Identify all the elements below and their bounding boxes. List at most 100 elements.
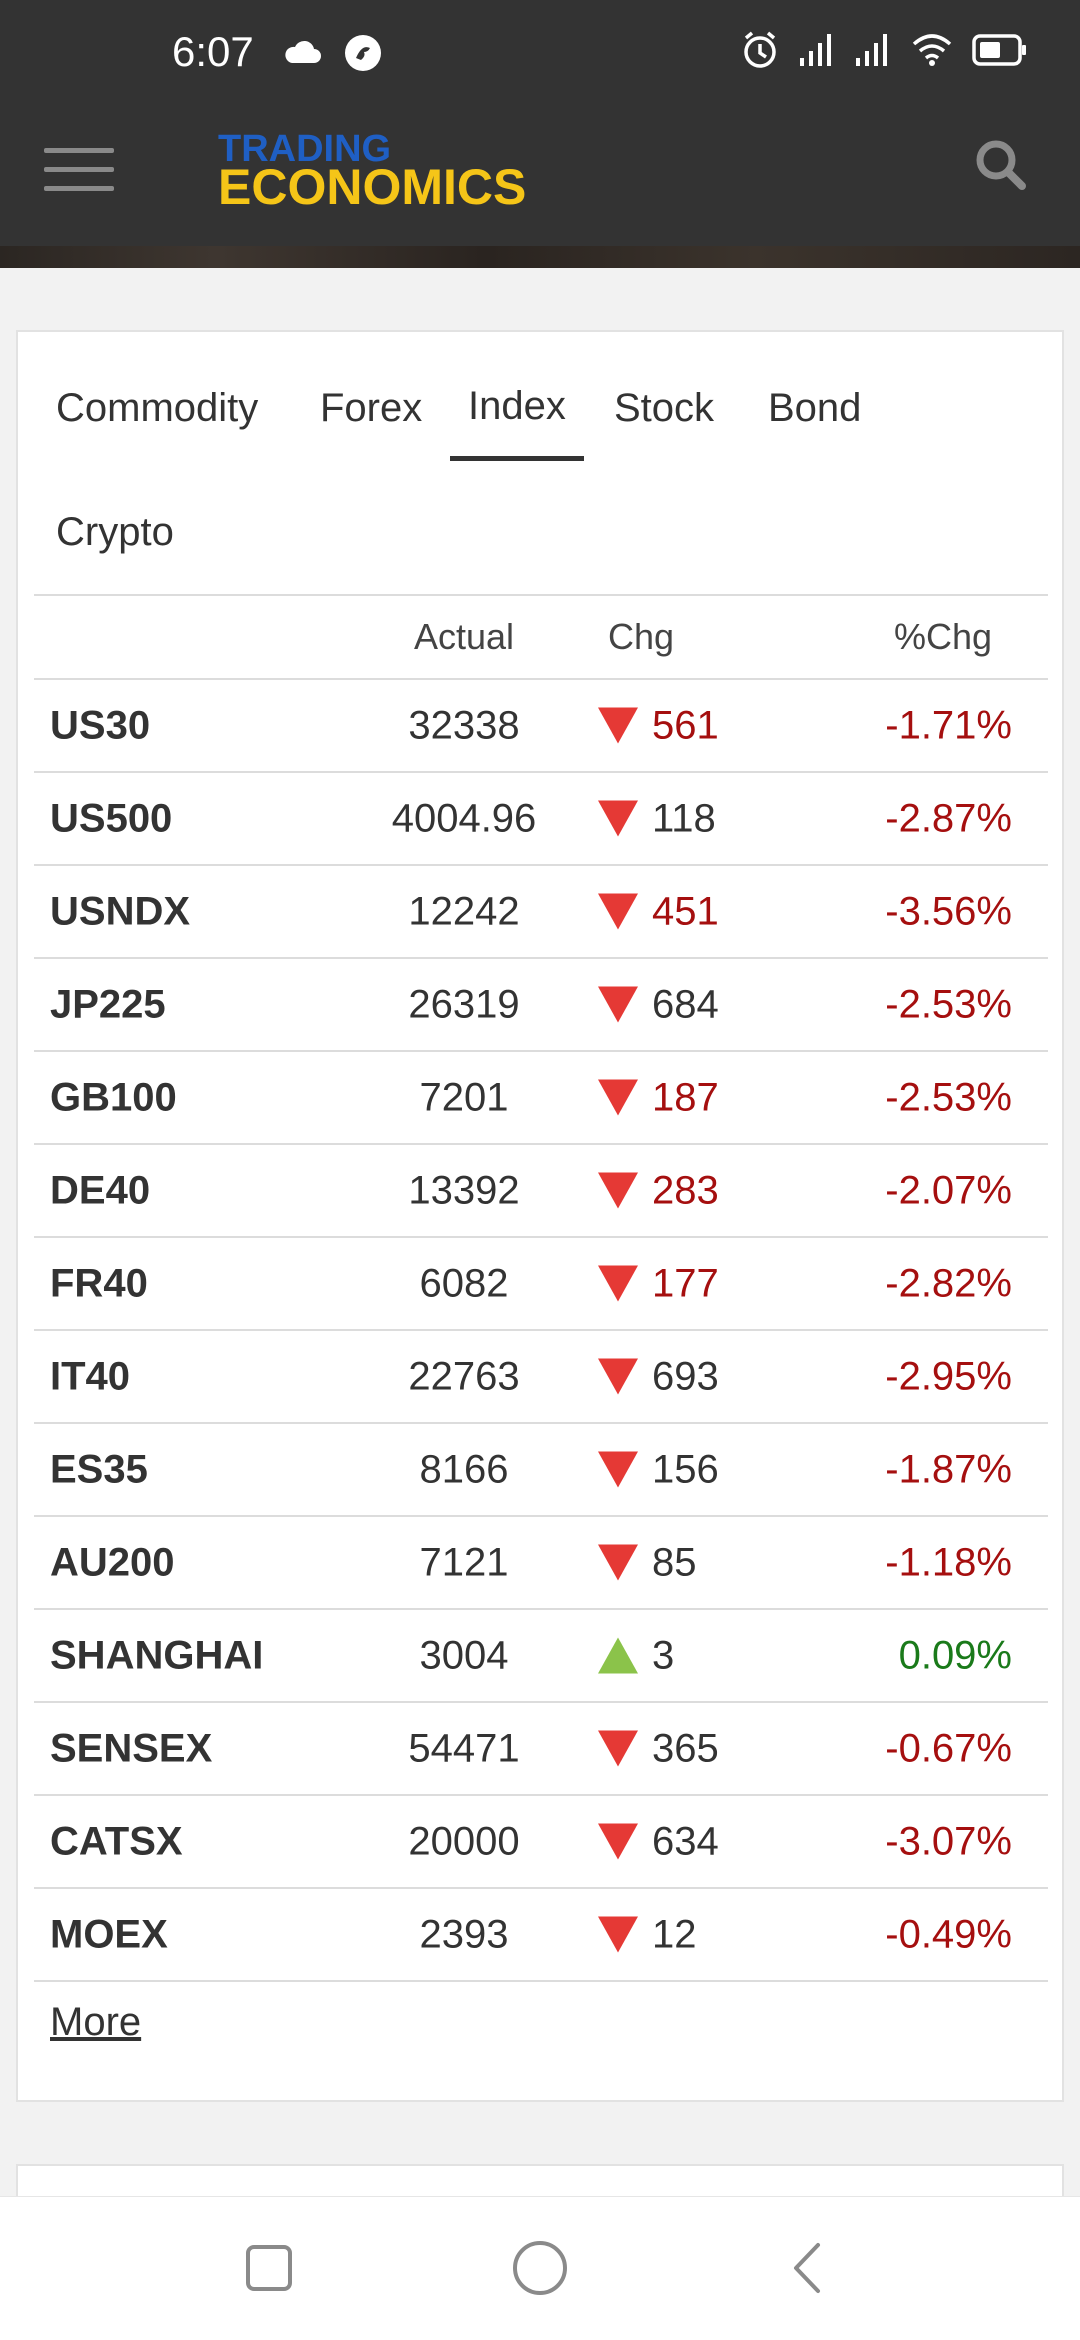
down-arrow-icon	[598, 1730, 638, 1767]
cloud-icon	[285, 40, 321, 63]
hamburger-menu-icon[interactable]	[44, 134, 114, 194]
change-cell: 177	[596, 1261, 719, 1306]
change-cell: 684	[596, 982, 719, 1027]
header-actual-label: Actual	[413, 616, 515, 657]
down-arrow-icon	[598, 1544, 638, 1581]
wifi-icon	[912, 34, 952, 66]
actual-value: 26319	[408, 982, 520, 1026]
change-cell: 3	[596, 1633, 674, 1678]
change-value: 118	[652, 796, 716, 840]
down-arrow-icon	[598, 1451, 638, 1488]
down-arrow-icon	[598, 800, 638, 837]
header-banner-strip	[0, 246, 1080, 268]
change-cell: 693	[596, 1354, 719, 1399]
trading-economics-logo[interactable]: TRADING ECONOMICS	[218, 130, 526, 212]
actual-value: 7201	[419, 1075, 509, 1119]
back-icon[interactable]	[774, 2233, 844, 2303]
table-row[interactable]: AU200 7121 85 -1.18%	[34, 1517, 1048, 1610]
change-value: 283	[652, 1168, 719, 1212]
tab-bond[interactable]: Bond	[768, 386, 862, 430]
table-row[interactable]: SENSEX 54471 365 -0.67%	[34, 1703, 1048, 1796]
change-value: 85	[652, 1540, 697, 1584]
up-arrow-icon	[598, 1637, 638, 1674]
table-row[interactable]: IT40 22763 693 -2.95%	[34, 1331, 1048, 1424]
change-cell: 85	[596, 1540, 697, 1585]
percent-change: -2.53%	[885, 982, 1012, 1026]
table-row[interactable]: USNDX 12242 451 -3.56%	[34, 866, 1048, 959]
tab-forex[interactable]: Forex	[320, 386, 423, 430]
table-row[interactable]: CATSX 20000 634 -3.07%	[34, 1796, 1048, 1889]
index-name: GB100	[50, 1075, 177, 1119]
change-cell: 118	[596, 796, 716, 841]
index-name: FR40	[50, 1261, 148, 1305]
index-name: IT40	[50, 1354, 131, 1398]
table-row[interactable]: MOEX 2393 12 -0.49%	[34, 1889, 1048, 1982]
logo-line1: TRADING	[218, 128, 392, 170]
percent-change: -2.07%	[885, 1168, 1012, 1212]
home-icon[interactable]	[505, 2233, 575, 2303]
percent-change: -0.67%	[885, 1726, 1012, 1770]
change-cell: 561	[596, 703, 719, 748]
actual-value: 32338	[408, 703, 520, 747]
table-row[interactable]: US30 32338 561 -1.71%	[34, 680, 1048, 773]
actual-value: 13392	[408, 1168, 520, 1212]
change-value: 3	[652, 1633, 675, 1677]
percent-change: 0.09%	[898, 1633, 1012, 1677]
change-cell: 283	[596, 1168, 719, 1213]
change-cell: 634	[596, 1819, 719, 1864]
down-arrow-icon	[598, 986, 638, 1023]
signal-icon	[856, 34, 887, 66]
alarm-icon	[744, 31, 776, 68]
index-name: SENSEX	[50, 1726, 213, 1770]
index-name: MOEX	[50, 1912, 168, 1956]
app-header: TRADING ECONOMICS	[0, 118, 1080, 246]
table-body: US30 32338 561 -1.71% US500 4004.96 118 -2.87% U…	[34, 680, 1048, 1982]
more-link[interactable]: More	[50, 2000, 142, 2044]
index-name: JP225	[50, 982, 166, 1026]
table-row[interactable]: US500 4004.96 118 -2.87%	[34, 773, 1048, 866]
table-row[interactable]: DE40 13392 283 -2.07%	[34, 1145, 1048, 1238]
tab-index[interactable]: Index	[450, 384, 584, 461]
down-arrow-icon	[598, 893, 638, 930]
search-icon[interactable]	[966, 130, 1036, 200]
change-value: 365	[652, 1726, 719, 1770]
change-value: 561	[652, 703, 719, 747]
index-name: AU200	[50, 1540, 175, 1584]
change-cell: 187	[596, 1075, 719, 1120]
tab-commodity[interactable]: Commodity	[56, 386, 259, 430]
change-cell: 12	[596, 1912, 697, 1957]
percent-change: -2.87%	[885, 796, 1012, 840]
index-name: SHANGHAI	[50, 1633, 264, 1677]
markets-card: Commodity Forex Index Stock Bond Crypto …	[16, 330, 1064, 2102]
percent-change: -2.53%	[885, 1075, 1012, 1119]
down-arrow-icon	[598, 1823, 638, 1860]
index-name: ES35	[50, 1447, 148, 1491]
actual-value: 7121	[419, 1540, 509, 1584]
table-row[interactable]: JP225 26319 684 -2.53%	[34, 959, 1048, 1052]
change-value: 684	[652, 982, 719, 1026]
table-row[interactable]: GB100 7201 187 -2.53%	[34, 1052, 1048, 1145]
tab-crypto[interactable]: Crypto	[56, 510, 174, 554]
index-name: DE40	[50, 1168, 151, 1212]
battery-icon	[972, 34, 1026, 66]
table-header: Actual Chg %Chg	[34, 594, 1048, 680]
actual-value: 8166	[419, 1447, 509, 1491]
percent-change: -3.07%	[885, 1819, 1012, 1863]
down-arrow-icon	[598, 1916, 638, 1953]
table-row[interactable]: FR40 6082 177 -2.82%	[34, 1238, 1048, 1331]
actual-value: 4004.96	[391, 796, 537, 840]
down-arrow-icon	[598, 1265, 638, 1302]
change-cell: 451	[596, 889, 719, 934]
table-row[interactable]: ES35 8166 156 -1.87%	[34, 1424, 1048, 1517]
actual-value: 54471	[408, 1726, 520, 1770]
tab-stock[interactable]: Stock	[614, 386, 715, 430]
table-row[interactable]: SHANGHAI 3004 3 0.09%	[34, 1610, 1048, 1703]
header-chg: Chg	[608, 616, 675, 657]
logo-line2: ECONOMICS	[218, 159, 527, 215]
system-nav-bar	[0, 2196, 1080, 2340]
percent-change: -3.56%	[885, 889, 1012, 933]
recent-apps-icon[interactable]	[234, 2233, 304, 2303]
actual-value: 2393	[419, 1912, 509, 1956]
percent-change: -1.18%	[885, 1540, 1012, 1584]
down-arrow-icon	[598, 1172, 638, 1209]
